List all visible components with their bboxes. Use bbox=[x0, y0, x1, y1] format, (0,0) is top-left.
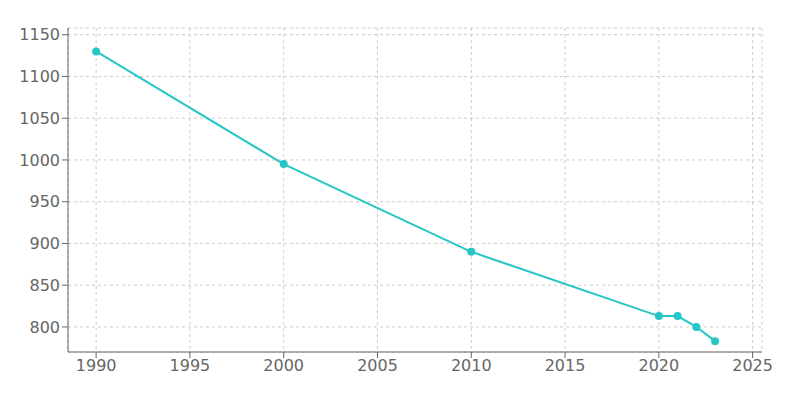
svg-text:2025: 2025 bbox=[732, 356, 773, 375]
svg-text:850: 850 bbox=[29, 276, 60, 295]
svg-text:2010: 2010 bbox=[451, 356, 492, 375]
svg-text:2020: 2020 bbox=[638, 356, 679, 375]
svg-text:2000: 2000 bbox=[263, 356, 304, 375]
svg-text:1050: 1050 bbox=[19, 109, 60, 128]
svg-text:800: 800 bbox=[29, 318, 60, 337]
svg-text:950: 950 bbox=[29, 192, 60, 211]
svg-text:1995: 1995 bbox=[170, 356, 211, 375]
svg-text:1100: 1100 bbox=[19, 67, 60, 86]
svg-text:2015: 2015 bbox=[545, 356, 586, 375]
svg-text:900: 900 bbox=[29, 234, 60, 253]
svg-text:2005: 2005 bbox=[357, 356, 398, 375]
svg-text:1990: 1990 bbox=[76, 356, 117, 375]
svg-text:1000: 1000 bbox=[19, 151, 60, 170]
svg-text:1150: 1150 bbox=[19, 25, 60, 44]
